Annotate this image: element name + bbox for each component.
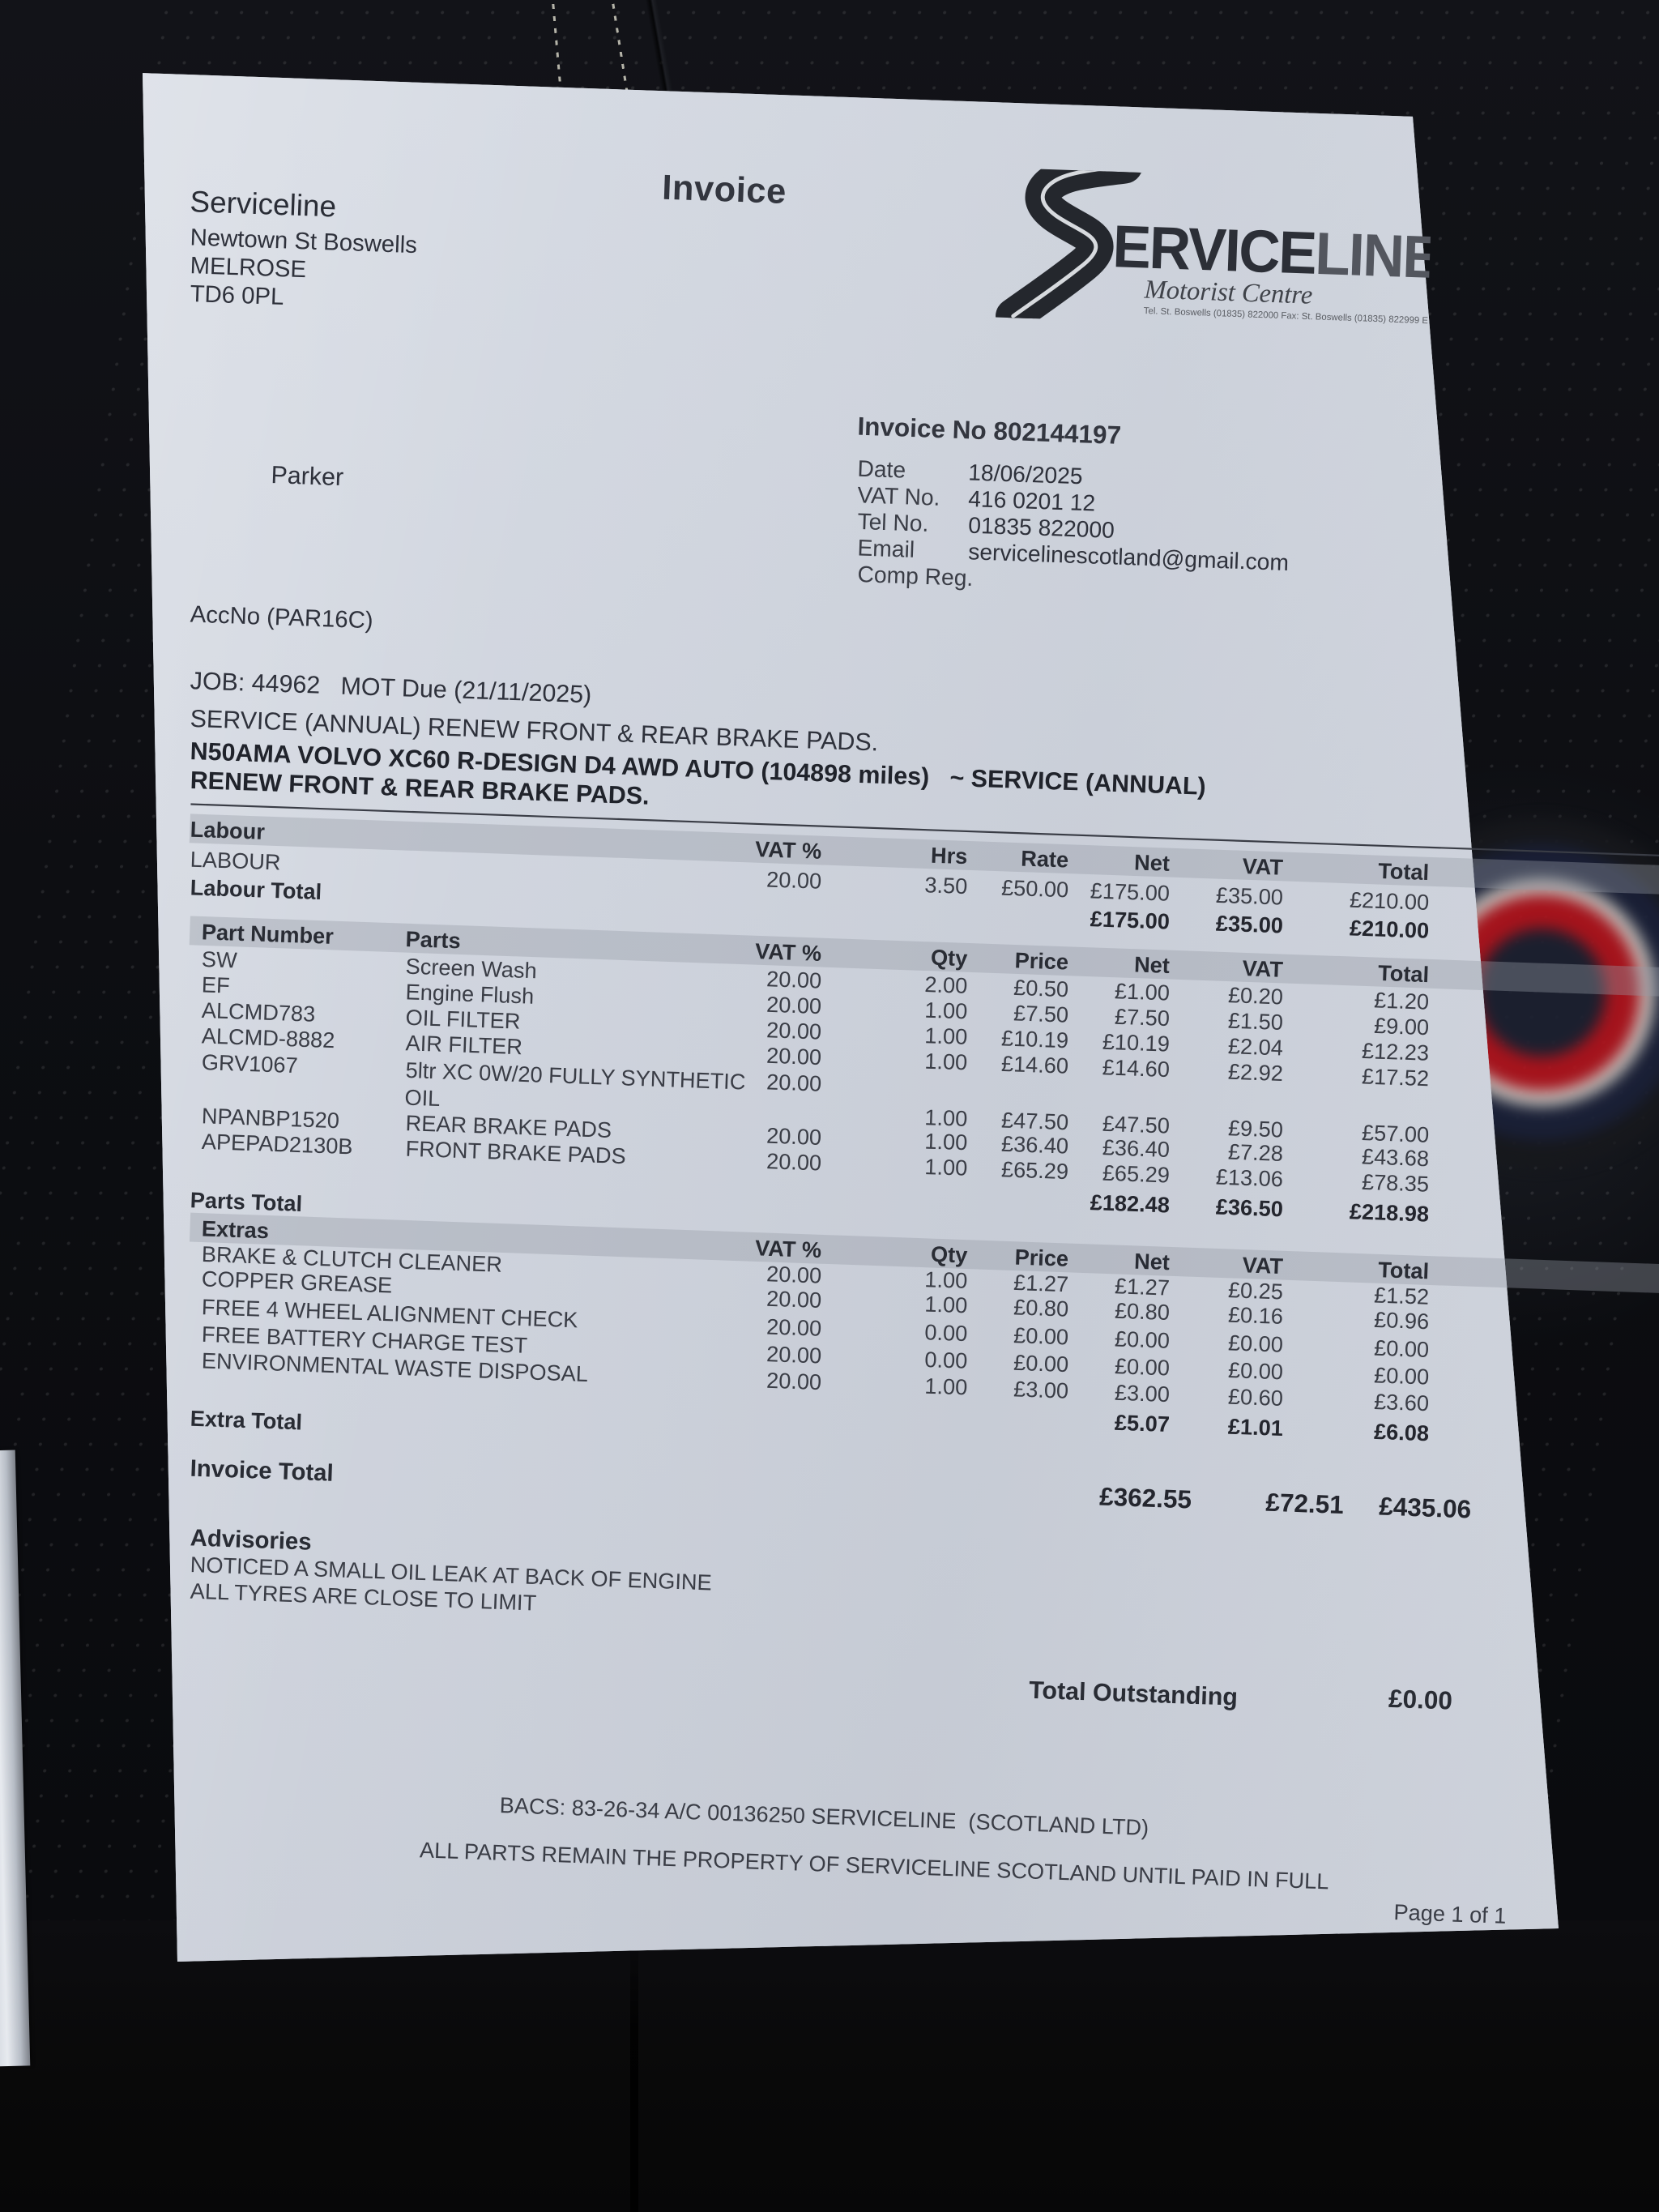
svg-text:Tel. St. Boswells (01835) 8220: Tel. St. Boswells (01835) 822000 Fax: St… — [1143, 306, 1432, 331]
svg-text:Motorist Centre: Motorist Centre — [1143, 275, 1313, 310]
